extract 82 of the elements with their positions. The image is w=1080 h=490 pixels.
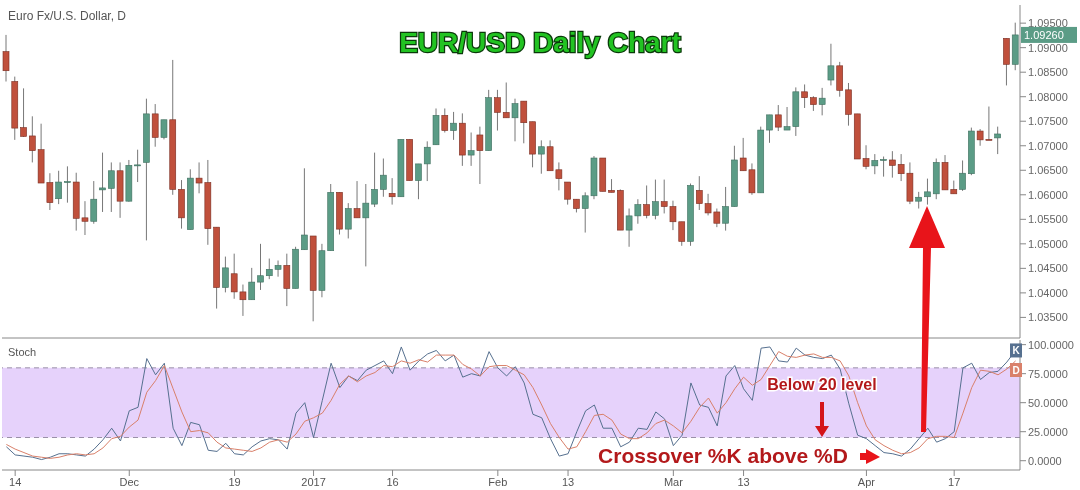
candlestick — [344, 202, 352, 239]
x-tick-label: 19 — [228, 475, 241, 488]
candlestick — [20, 87, 27, 138]
y-tick-label: 50.0000 — [1028, 396, 1068, 409]
candlestick — [538, 139, 545, 175]
y-tick-label: 1.04000 — [1028, 286, 1068, 299]
x-tick-label: 17 — [948, 475, 961, 488]
y-tick-label: 0.0000 — [1028, 454, 1062, 467]
y-tick-label: 1.04500 — [1028, 262, 1068, 275]
candlestick — [494, 89, 501, 132]
candlestick — [151, 103, 159, 148]
y-tick-label: 1.03500 — [1028, 311, 1068, 324]
candlestick — [827, 43, 835, 86]
y-tick-label: 1.09000 — [1028, 41, 1068, 54]
text: EUR/USD Daily Chart — [399, 27, 681, 58]
candlestick — [90, 180, 98, 225]
candlestick — [994, 126, 1001, 155]
x-tick-label: Feb — [488, 475, 508, 488]
candlestick — [423, 140, 431, 182]
y-tick-label: 1.08000 — [1028, 90, 1068, 103]
y-tick-label: 25.0000 — [1028, 425, 1068, 438]
x-tick-label: 13 — [561, 475, 575, 488]
candlestick — [388, 177, 396, 206]
chart-subtitle: Euro Fx/U.S. Dollar, D — [8, 9, 127, 23]
y-tick-label: 1.07000 — [1028, 139, 1068, 152]
y-tick-label: 1.07500 — [1028, 115, 1068, 128]
text: 1.09260 — [1024, 28, 1064, 41]
candlestick — [55, 170, 62, 205]
annotation: Crossover %K above %D — [598, 444, 848, 467]
candlestick — [774, 104, 782, 132]
candlestick — [108, 161, 115, 213]
candlestick — [248, 267, 256, 301]
y-tick-label: 75.0000 — [1028, 367, 1068, 380]
y-tick-label: 1.09500 — [1028, 17, 1068, 30]
candlestick — [520, 100, 528, 144]
candlestick — [415, 163, 422, 200]
candlestick — [371, 152, 378, 208]
candlestick — [283, 253, 291, 307]
y-tick-label: 1.06000 — [1028, 188, 1068, 201]
y-tick-label: 1.06500 — [1028, 164, 1068, 177]
y-tick-label: 1.08500 — [1028, 66, 1068, 79]
y-tick-label: 100.0000 — [1028, 338, 1074, 351]
candlestick — [353, 180, 361, 219]
candlestick — [362, 183, 370, 267]
text: Stoch — [8, 346, 37, 358]
candlestick — [564, 181, 571, 206]
candlestick — [652, 179, 659, 220]
candlestick — [476, 126, 484, 185]
candlestick — [2, 34, 10, 83]
candlestick — [924, 178, 931, 206]
candlestick — [722, 186, 729, 232]
candlestick — [871, 153, 879, 175]
y-tick-label: 1.05000 — [1028, 237, 1068, 250]
candlestick — [160, 119, 168, 140]
candlestick — [502, 81, 510, 119]
candlestick — [643, 184, 650, 219]
series-label: K — [1012, 345, 1021, 357]
x-tick-label: 16 — [386, 475, 399, 488]
candlestick — [441, 107, 449, 134]
annotation: Below 20 level — [767, 376, 877, 393]
candlestick — [959, 159, 966, 192]
candlestick — [222, 256, 229, 293]
candlestick — [99, 152, 106, 213]
candlestick — [450, 111, 457, 141]
series-label: D — [1012, 365, 1020, 376]
candlestick — [818, 87, 826, 116]
candlestick — [801, 83, 808, 109]
x-tick-label: Dec — [119, 475, 140, 488]
candlestick — [380, 158, 387, 198]
y-tick-label: 1.05500 — [1028, 213, 1068, 226]
candlestick — [64, 165, 71, 204]
candlestick — [766, 114, 773, 144]
candlestick — [257, 243, 264, 291]
x-tick-label: 14 — [9, 475, 22, 488]
candlestick — [880, 156, 887, 178]
candlestick — [511, 98, 519, 142]
x-tick-label: 2017 — [301, 475, 326, 488]
candlestick — [301, 167, 308, 251]
candlestick — [467, 132, 475, 167]
x-tick-label: Mar — [663, 475, 684, 488]
x-tick-label: 13 — [737, 475, 750, 488]
x-tick-label: Apr — [857, 475, 876, 488]
